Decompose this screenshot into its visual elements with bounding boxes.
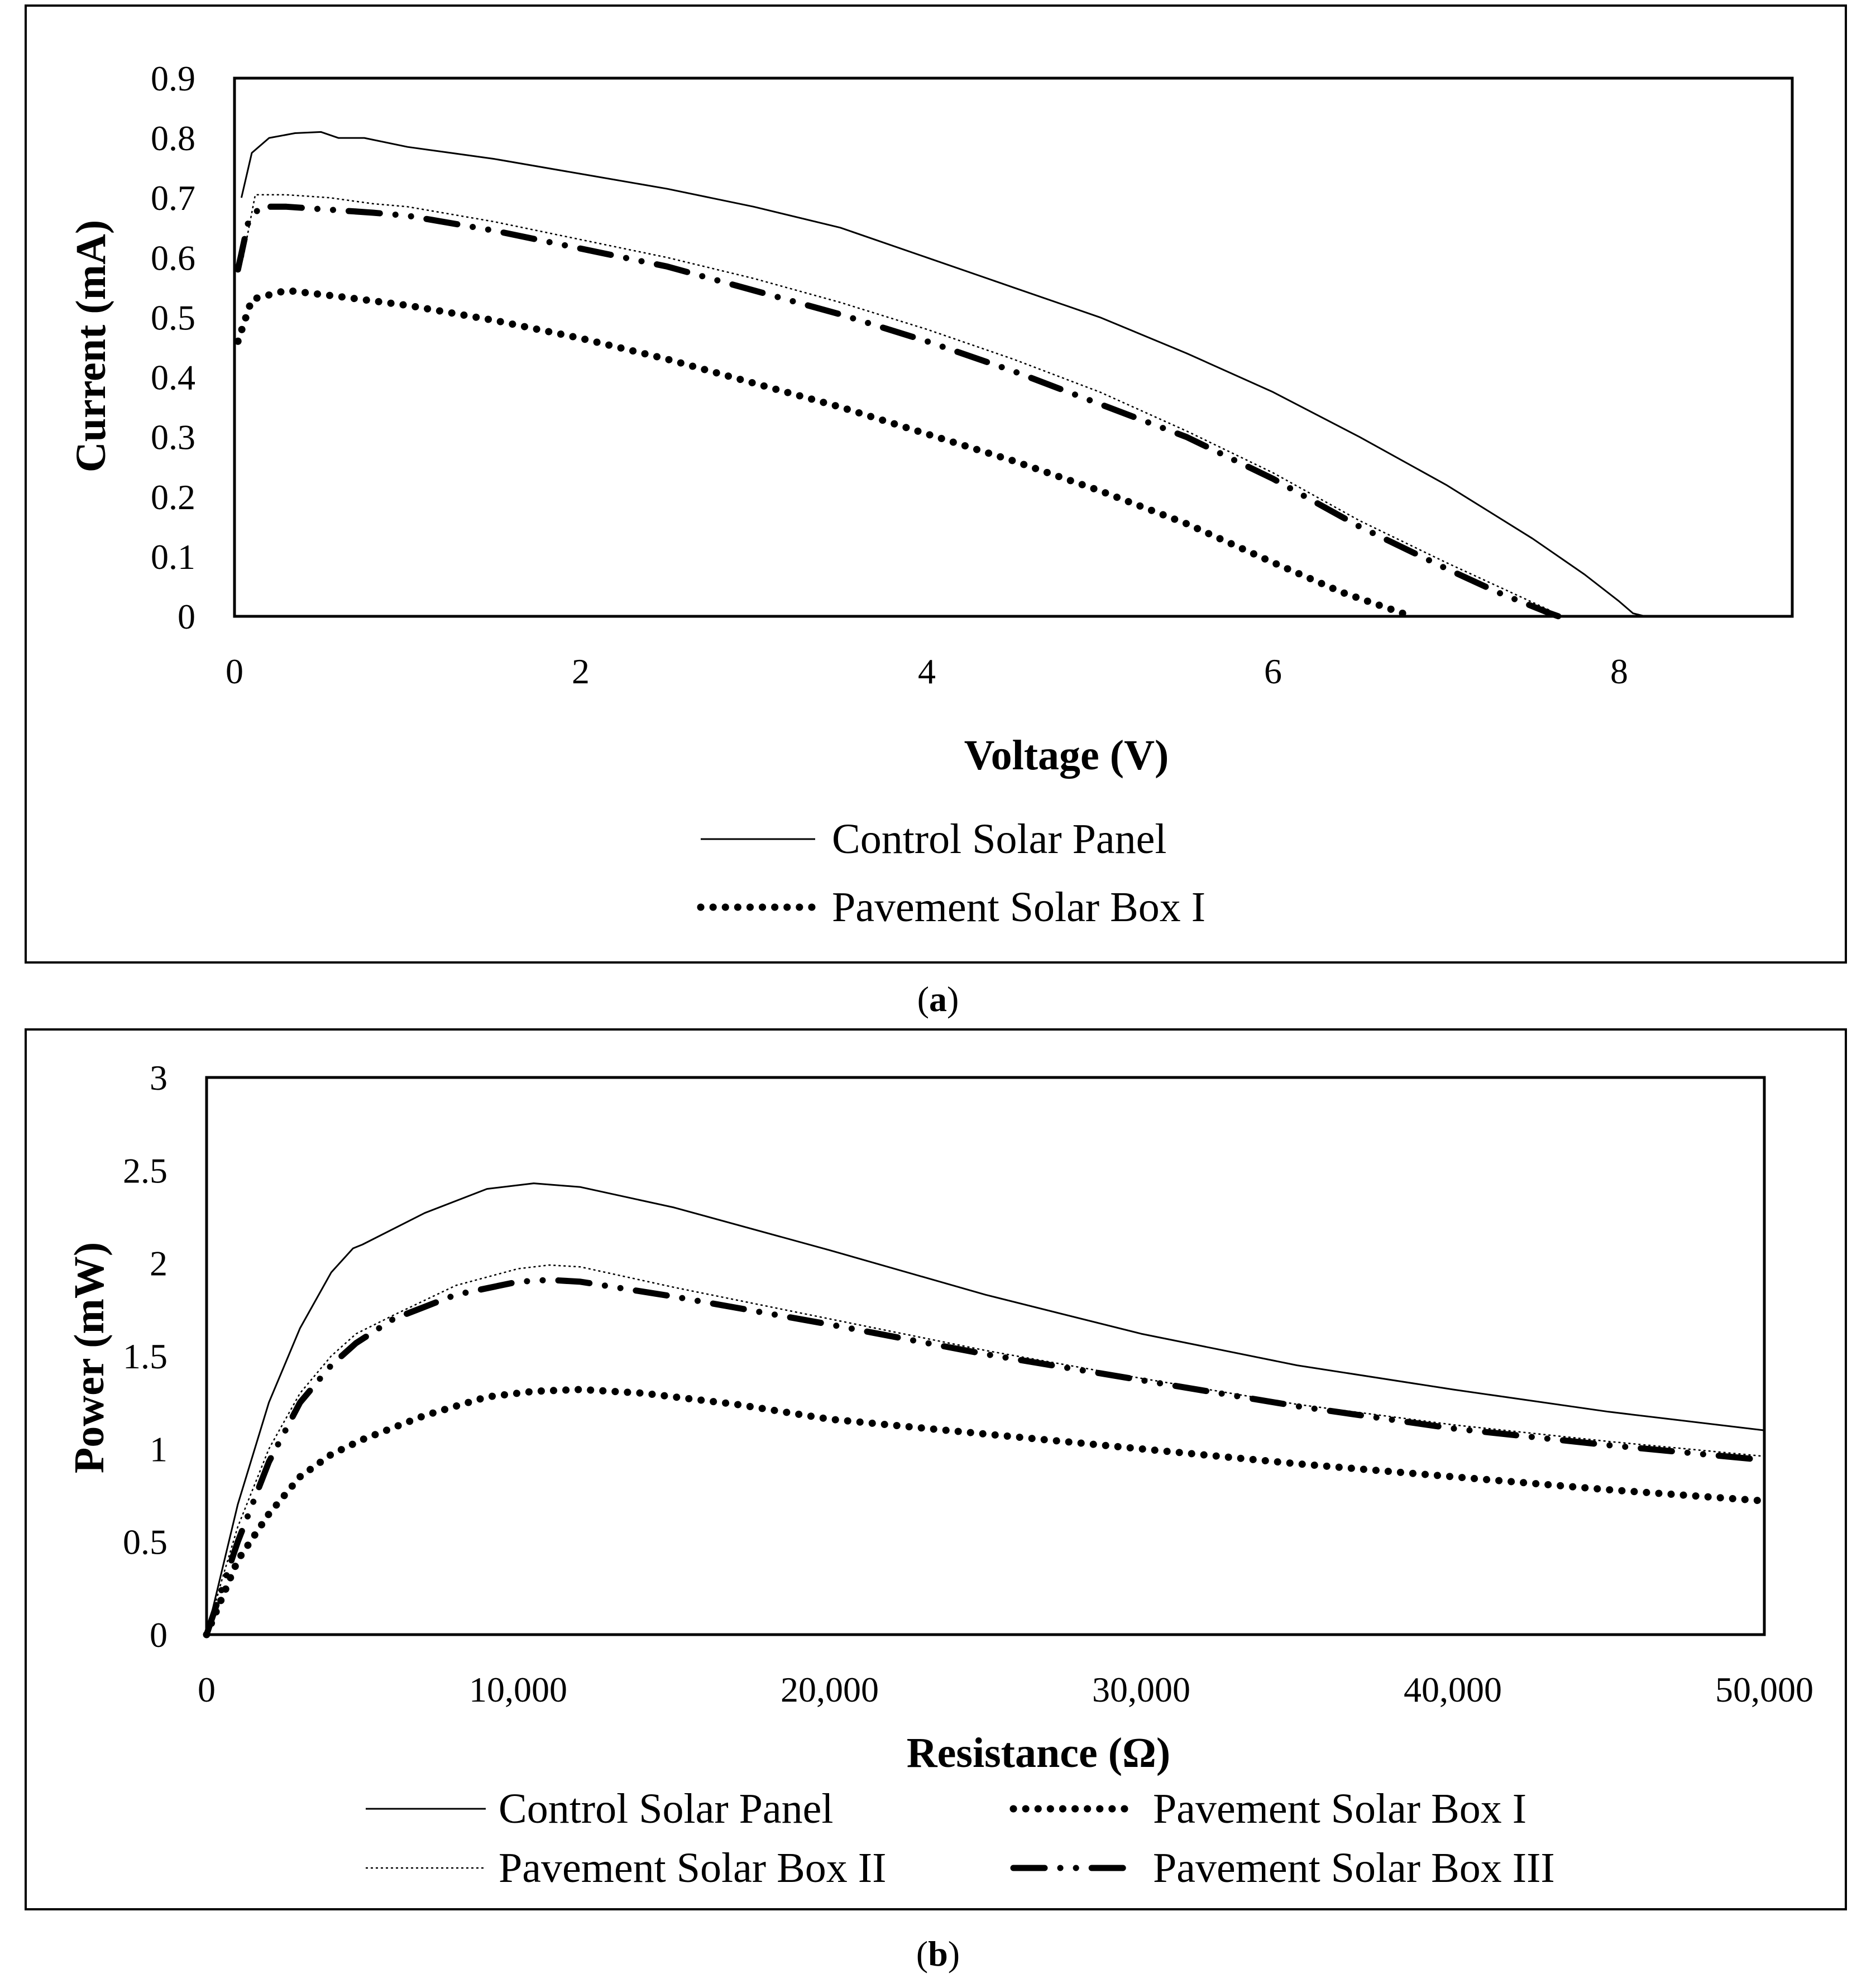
chart-b: 0 0.5 1 1.5 2 2.5 3 0 10,000 20,000 30,000 40,000 5… — [66, 1058, 1813, 1891]
chart-b-x-axis-title: Resistance (Ω) — [907, 1730, 1170, 1776]
chart-b-y-tick-label: 0 — [150, 1615, 168, 1655]
chart-a-plot-area — [233, 76, 1794, 618]
chart-a-legend: Control Solar Panel Pavement Solar Box I — [697, 816, 1205, 931]
chart-b-x-tick-label: 20,000 — [781, 1670, 879, 1709]
chart-a-y-tick-label: 0.3 — [151, 418, 195, 457]
chart-a-x-tick-label: 8 — [1610, 652, 1628, 691]
chart-a-x-tick-label: 0 — [226, 652, 243, 691]
chart-b-y-tick-label: 1.5 — [123, 1336, 168, 1376]
chart-b-series-pavement-solar-box-ii — [205, 1264, 1765, 1635]
chart-a-y-tick-label: 0.7 — [151, 178, 195, 218]
chart-b-x-ticks: 0 10,000 20,000 30,000 40,000 50,000 — [198, 1670, 1813, 1709]
chart-b-y-tick-label: 1 — [150, 1429, 168, 1469]
chart-b-legend-label-box-i: Pavement Solar Box I — [1153, 1785, 1526, 1832]
chart-b-plot-area — [205, 1076, 1766, 1636]
chart-a-legend-label-control: Control Solar Panel — [832, 816, 1167, 863]
chart-b-legend-label-control: Control Solar Panel — [499, 1785, 834, 1832]
chart-b-legend: Control Solar Panel Pavement Solar Box I… — [366, 1785, 1555, 1891]
chart-a-x-tick-label: 4 — [918, 652, 936, 691]
chart-b-series — [203, 1182, 1768, 1639]
chart-a-y-tick-label: 0.1 — [151, 537, 195, 577]
chart-a-y-tick-label: 0.8 — [151, 118, 195, 158]
chart-b-y-tick-label: 2 — [150, 1244, 168, 1283]
chart-a-x-ticks: 0 2 4 6 8 — [226, 652, 1628, 691]
chart-b-x-tick-label: 0 — [198, 1670, 216, 1709]
chart-a-series-control-solar-panel — [240, 131, 1645, 617]
chart-a-series-pavement-solar-box-i — [234, 286, 1415, 620]
chart-a-x-tick-label: 6 — [1264, 652, 1282, 691]
chart-a-y-ticks: 0 0.1 0.2 0.3 0.4 0.5 0.6 0.7 0.8 0.9 — [151, 59, 195, 636]
chart-b-legend-label-box-ii: Pavement Solar Box II — [499, 1845, 886, 1891]
chart-b-series-pavement-solar-box-i — [203, 1386, 1768, 1639]
panel-a-frame — [25, 4, 1847, 964]
chart-a-y-axis-title: Current (mA) — [68, 220, 114, 472]
chart-b-y-tick-label: 2.5 — [123, 1151, 168, 1190]
chart-a-x-tick-label: 2 — [572, 652, 590, 691]
chart-a-y-tick-label: 0.2 — [151, 477, 195, 517]
caption-a: (a) — [917, 979, 959, 1019]
caption-b-label: b — [928, 1934, 948, 1973]
chart-b-y-axis-title: Power (mW) — [66, 1242, 113, 1473]
chart-b-x-tick-label: 50,000 — [1715, 1670, 1813, 1709]
chart-b-x-tick-label: 40,000 — [1404, 1670, 1502, 1709]
chart-a-y-tick-label: 0.6 — [151, 238, 195, 277]
chart-b-legend-label-box-iii: Pavement Solar Box III — [1153, 1845, 1555, 1891]
chart-b-y-tick-label: 0.5 — [123, 1522, 168, 1562]
chart-a-legend-label-box-i: Pavement Solar Box I — [832, 884, 1205, 931]
chart-a-y-tick-label: 0 — [178, 597, 195, 636]
chart-b-series-control-solar-panel — [205, 1182, 1765, 1635]
caption-b: (b) — [916, 1934, 960, 1973]
chart-a-y-tick-label: 0.5 — [151, 298, 195, 337]
chart-a-series-pavement-solar-box-ii — [242, 194, 1559, 617]
chart-a-x-axis-title: Voltage (V) — [964, 732, 1169, 779]
caption-a-label: a — [929, 979, 947, 1019]
chart-a-y-tick-label: 0.9 — [151, 59, 195, 98]
chart-b-series-pavement-solar-box-iii — [203, 1277, 1768, 1638]
chart-b-y-tick-label: 3 — [150, 1058, 168, 1098]
chart-a-y-tick-label: 0.4 — [151, 358, 195, 397]
chart-a-series — [234, 131, 1645, 620]
chart-a: 0 0.1 0.2 0.3 0.4 0.5 0.6 0.7 0.8 0.9 0 2 4 6 8 Volta… — [68, 59, 1794, 931]
chart-a-series-pavement-solar-box-iii — [234, 203, 1562, 620]
chart-b-x-tick-label: 30,000 — [1092, 1670, 1190, 1709]
chart-b-y-ticks: 0 0.5 1 1.5 2 2.5 3 — [123, 1058, 168, 1655]
chart-b-x-tick-label: 10,000 — [469, 1670, 567, 1709]
panel-b-frame — [25, 1028, 1847, 1910]
